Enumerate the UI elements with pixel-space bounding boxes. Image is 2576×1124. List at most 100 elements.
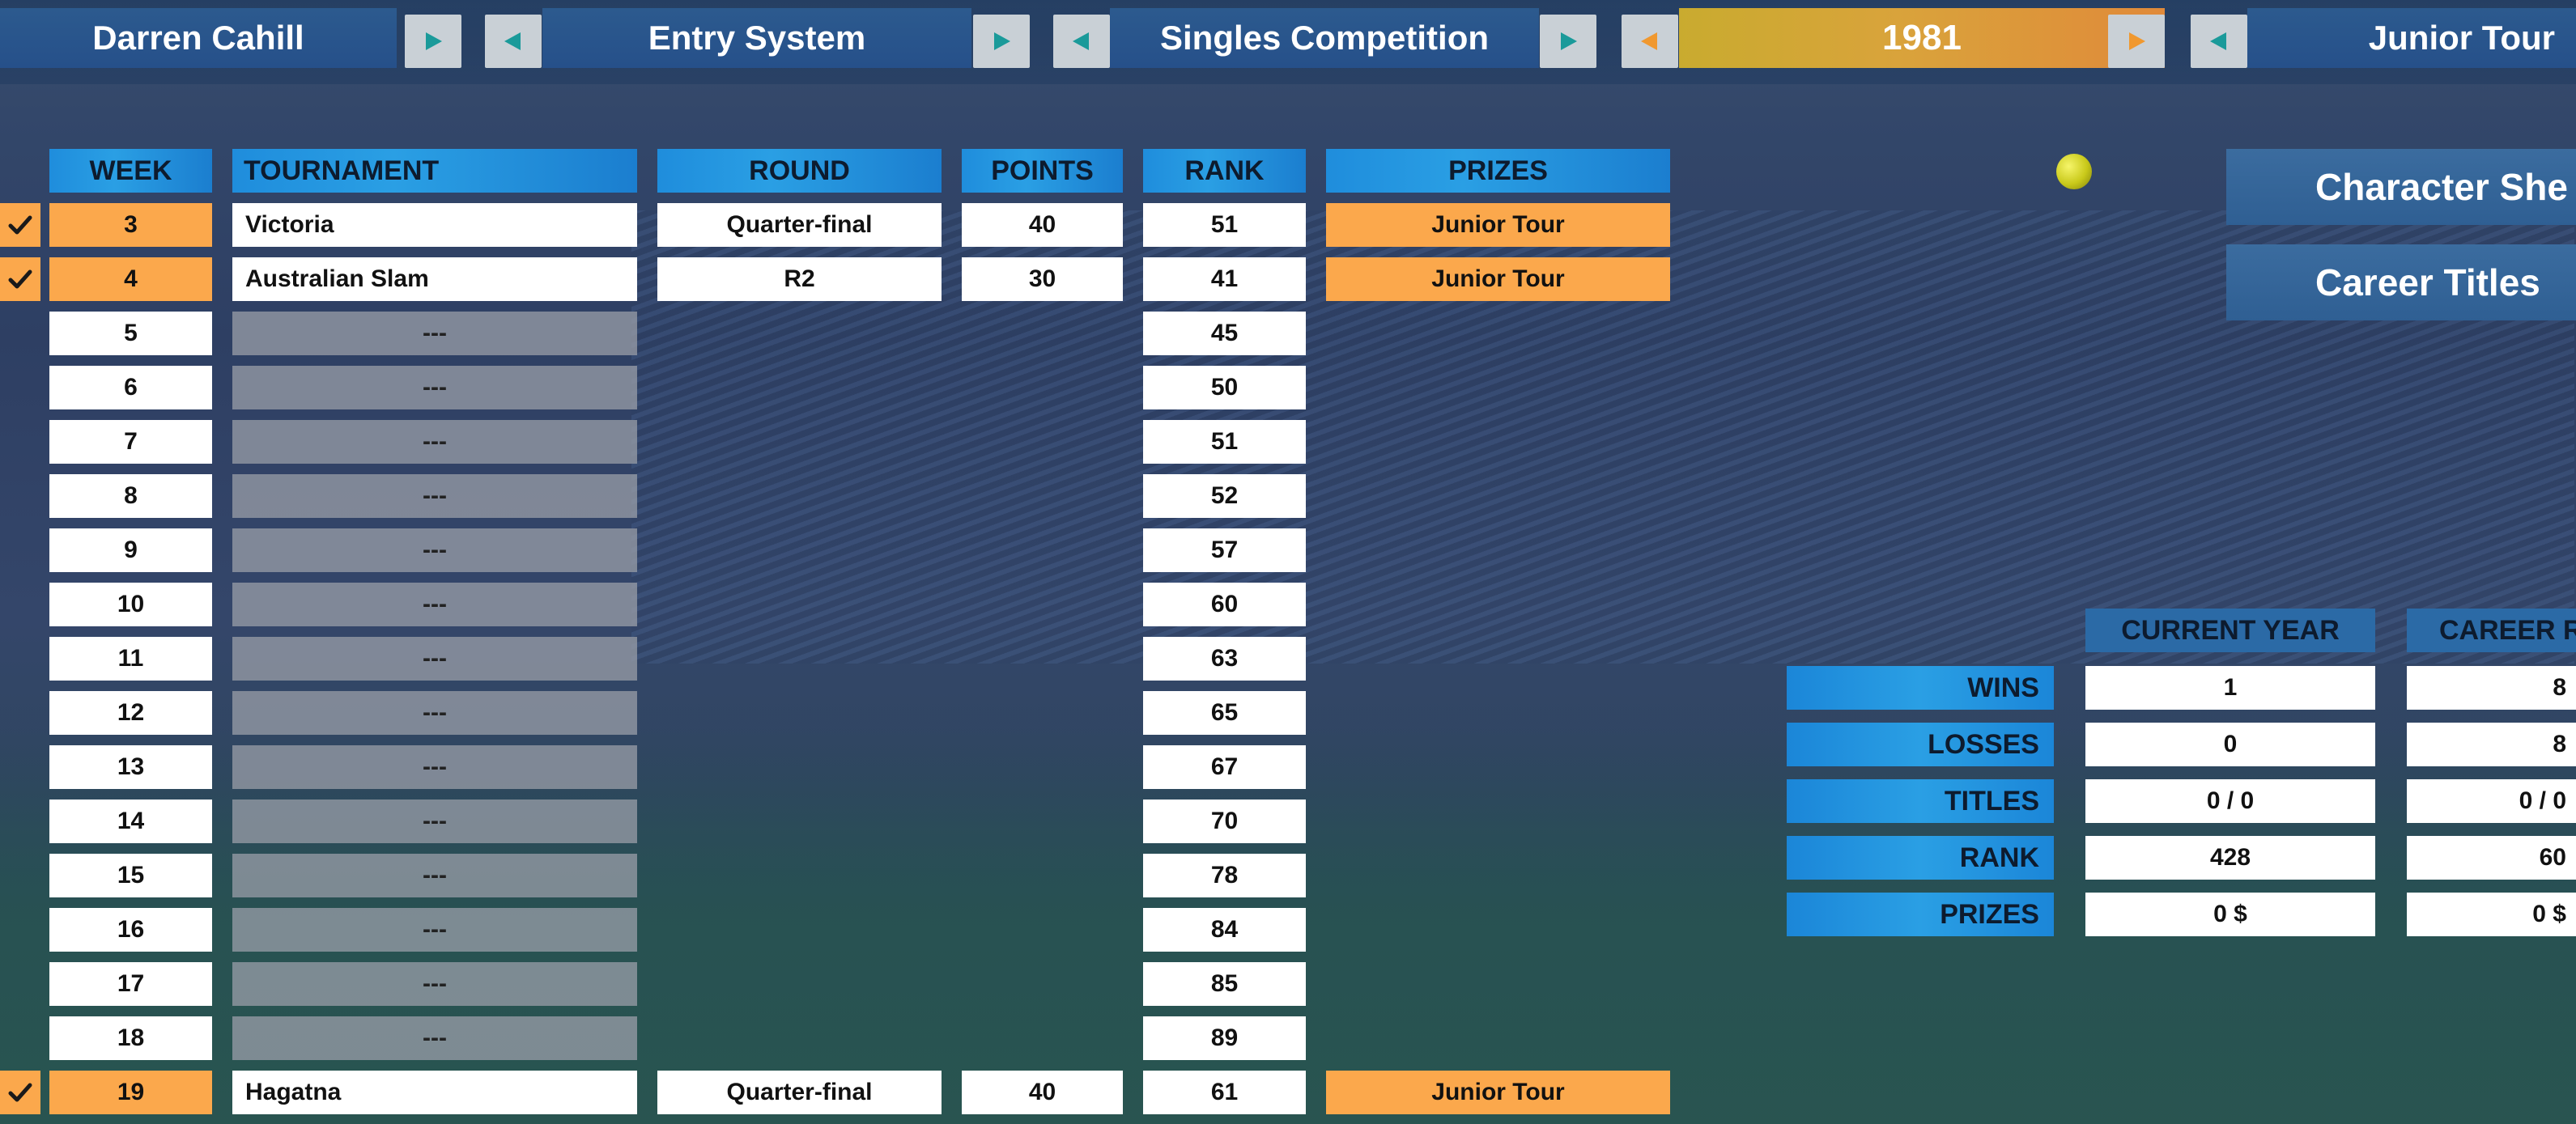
current-year-value: 0 / 0 [2085, 779, 2375, 823]
tournament-cell[interactable]: --- [232, 637, 637, 681]
character-sheet-button[interactable]: Character She [2226, 149, 2576, 225]
played-checkbox[interactable] [0, 257, 40, 301]
arrow-right-icon [1561, 32, 1577, 50]
player-next-button[interactable] [405, 15, 461, 68]
rank-cell: 52 [1143, 474, 1306, 518]
tournament-cell[interactable]: Victoria [232, 203, 637, 247]
prizes-cell: Junior Tour [1326, 257, 1670, 301]
rank-cell: 65 [1143, 691, 1306, 735]
tournament-cell[interactable]: --- [232, 854, 637, 897]
year-prev-button[interactable] [1622, 15, 1678, 68]
week-cell: 10 [49, 583, 212, 626]
round-cell: Quarter-final [657, 203, 942, 247]
entry-next-button[interactable] [973, 15, 1030, 68]
arrow-left-icon [504, 32, 521, 50]
rank-cell: 57 [1143, 528, 1306, 572]
competition-next-button[interactable] [1540, 15, 1596, 68]
week-cell: 7 [49, 420, 212, 464]
week-cell: 17 [49, 962, 212, 1006]
checkmark-icon [8, 269, 32, 289]
career-value: 60 [2407, 836, 2576, 880]
prizes-cell: Junior Tour [1326, 203, 1670, 247]
tournament-cell[interactable]: --- [232, 583, 637, 626]
current-year-value: 0 $ [2085, 893, 2375, 936]
stat-label: PRIZES [1787, 893, 2054, 936]
round-cell: R2 [657, 257, 942, 301]
week-cell: 5 [49, 312, 212, 355]
tour-label: Junior Tour [2247, 8, 2576, 68]
rank-cell: 60 [1143, 583, 1306, 626]
rank-cell: 63 [1143, 637, 1306, 681]
tournament-cell[interactable]: --- [232, 691, 637, 735]
played-checkbox[interactable] [0, 203, 40, 247]
stat-label: WINS [1787, 666, 2054, 710]
rank-cell: 51 [1143, 420, 1306, 464]
rank-cell: 84 [1143, 908, 1306, 952]
career-value: 8 [2407, 723, 2576, 766]
week-cell: 11 [49, 637, 212, 681]
player-name-label: Darren Cahill [0, 8, 397, 68]
rank-cell: 50 [1143, 366, 1306, 409]
rank-cell: 45 [1143, 312, 1306, 355]
tournament-cell[interactable]: --- [232, 420, 637, 464]
current-year-value: 428 [2085, 836, 2375, 880]
points-cell: 40 [962, 203, 1123, 247]
tournament-cell[interactable]: --- [232, 908, 637, 952]
checkmark-icon [8, 1083, 32, 1102]
week-cell: 8 [49, 474, 212, 518]
prizes-cell: Junior Tour [1326, 1071, 1670, 1114]
competition-prev-button[interactable] [1053, 15, 1110, 68]
week-column-header: WEEK [49, 149, 212, 193]
tournament-cell[interactable]: Hagatna [232, 1071, 637, 1114]
week-cell: 15 [49, 854, 212, 897]
year-label: 1981 [1679, 8, 2165, 68]
points-cell: 40 [962, 1071, 1123, 1114]
tournament-cell[interactable]: --- [232, 745, 637, 789]
stat-label: LOSSES [1787, 723, 2054, 766]
checkmark-icon [8, 215, 32, 235]
tournament-cell[interactable]: --- [232, 1016, 637, 1060]
points-cell: 30 [962, 257, 1123, 301]
tournament-cell[interactable]: --- [232, 800, 637, 843]
tournament-cell[interactable]: --- [232, 312, 637, 355]
week-cell: 9 [49, 528, 212, 572]
tournament-cell[interactable]: Australian Slam [232, 257, 637, 301]
career-titles-button[interactable]: Career Titles [2226, 244, 2576, 320]
week-cell: 19 [49, 1071, 212, 1114]
tour-prev-button[interactable] [2191, 15, 2247, 68]
tournament-cell[interactable]: --- [232, 366, 637, 409]
year-next-button[interactable] [2108, 15, 2165, 68]
week-cell: 16 [49, 908, 212, 952]
round-column-header: ROUND [657, 149, 942, 193]
rank-cell: 51 [1143, 203, 1306, 247]
week-cell: 3 [49, 203, 212, 247]
tournament-column-header: TOURNAMENT [232, 149, 637, 193]
rank-cell: 78 [1143, 854, 1306, 897]
arrow-right-icon [2129, 32, 2145, 50]
rank-cell: 41 [1143, 257, 1306, 301]
round-cell: Quarter-final [657, 1071, 942, 1114]
tournament-cell[interactable]: --- [232, 962, 637, 1006]
tournament-cell[interactable]: --- [232, 474, 637, 518]
played-checkbox[interactable] [0, 1071, 40, 1114]
competition-label: Singles Competition [1110, 8, 1539, 68]
week-cell: 4 [49, 257, 212, 301]
entry-system-label: Entry System [542, 8, 971, 68]
rank-cell: 67 [1143, 745, 1306, 789]
week-cell: 18 [49, 1016, 212, 1060]
stat-label: RANK [1787, 836, 2054, 880]
career-header: CAREER R [2407, 609, 2576, 652]
current-year-header: CURRENT YEAR [2085, 609, 2375, 652]
week-cell: 14 [49, 800, 212, 843]
arrow-right-icon [994, 32, 1010, 50]
entry-prev-button[interactable] [485, 15, 542, 68]
tournament-cell[interactable]: --- [232, 528, 637, 572]
current-year-value: 0 [2085, 723, 2375, 766]
week-cell: 13 [49, 745, 212, 789]
career-value: 8 [2407, 666, 2576, 710]
rank-cell: 61 [1143, 1071, 1306, 1114]
arrow-right-icon [426, 32, 442, 50]
arrow-left-icon [1641, 32, 1657, 50]
arrow-left-icon [2210, 32, 2226, 50]
current-year-value: 1 [2085, 666, 2375, 710]
